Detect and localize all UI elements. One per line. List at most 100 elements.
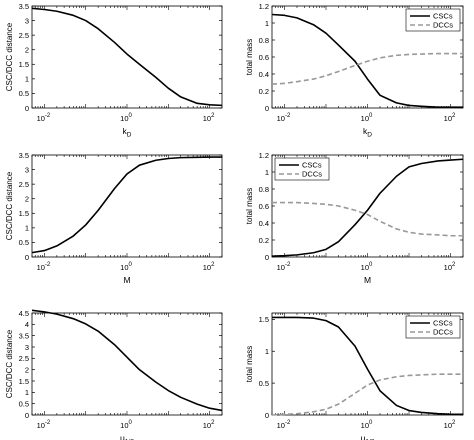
y-tick-label: 1 — [265, 168, 269, 177]
y-tick-label: 0.8 — [259, 36, 269, 45]
series-line-dccs — [271, 52, 463, 85]
x-tick-label: 100 — [120, 420, 132, 430]
y-tick-label: 2 — [25, 365, 29, 374]
y-tick-label: 1 — [25, 75, 29, 84]
y-tick-label: 0.4 — [259, 219, 269, 228]
y-tick-label: 2 — [25, 46, 29, 55]
x-tick-label: 102 — [203, 420, 215, 430]
y-tick-label: 4.5 — [19, 309, 29, 318]
y-tick-label: 4 — [25, 320, 29, 329]
y-tick-label: 0 — [265, 104, 269, 113]
chart-panel-3: 0 0.5 1 1.5 2 2.5 3 3.5 10-2 100 102 M CSC/DCC dista… — [5, 151, 223, 285]
y-tick-label: 1.5 — [19, 60, 29, 69]
y-tick-label: 0.2 — [259, 236, 269, 245]
y-tick-label: 3 — [25, 16, 29, 25]
series-line-cscs — [272, 316, 463, 416]
y-axis-label: total mass — [245, 188, 254, 224]
x-tick-label: 102 — [444, 113, 456, 123]
legend-label: DCCs — [433, 328, 453, 337]
x-tick-label: 102 — [203, 262, 215, 272]
legend-label: DCCs — [433, 21, 453, 30]
y-axis-label: total mass — [245, 346, 254, 382]
y-tick-label: 3 — [25, 165, 29, 174]
x-tick-label: 102 — [444, 420, 456, 430]
y-tick-label: 0 — [265, 253, 269, 262]
x-axis-label: kD — [123, 126, 132, 139]
y-tick-label: 3.5 — [19, 151, 29, 160]
y-tick-label: 0.8 — [259, 185, 269, 194]
y-tick-label: 1 — [265, 19, 269, 28]
legend-label: CSCs — [433, 319, 453, 328]
x-axis-label: M — [123, 275, 130, 285]
y-axis-label: CSC/DCC distance — [5, 171, 14, 240]
y-tick-label: 2.5 — [19, 354, 29, 363]
x-tick-label: 102 — [444, 262, 456, 272]
y-tick-label: 2.5 — [19, 180, 29, 189]
chart-panel-5: 0 0.5 1 1.5 2 2.5 3 3.5 4 4.5 10-2 100 102 μ1/2 CSC/DC… — [5, 309, 223, 440]
y-tick-label: 0.5 — [19, 238, 29, 247]
legend-label: CSCs — [433, 12, 453, 21]
chart-panel-2: 0 0.2 0.4 0.6 0.8 1 1.2 10-2 100 102 kD total mass C… — [245, 2, 464, 139]
y-tick-label: 0.6 — [259, 53, 269, 62]
x-tick-label: 100 — [361, 113, 373, 123]
y-tick-label: 0 — [265, 411, 269, 420]
y-tick-label: 1 — [25, 388, 29, 397]
plot-frame — [31, 5, 223, 109]
y-tick-label: 2.5 — [19, 31, 29, 40]
x-tick-label: 10-2 — [37, 113, 51, 123]
x-tick-label: 10-2 — [37, 420, 51, 430]
series-line-cscs — [271, 13, 463, 108]
x-axis-label: μ1/2 — [120, 433, 134, 440]
legend-label: DCCs — [302, 170, 322, 179]
y-tick-label: 0.2 — [259, 87, 269, 96]
y-tick-label: 0.4 — [259, 70, 269, 79]
x-tick-label: 100 — [361, 262, 373, 272]
y-tick-label: 0.5 — [19, 399, 29, 408]
x-tick-label: 102 — [203, 113, 215, 123]
series-line-distance — [31, 309, 223, 412]
y-tick-label: 0 — [25, 104, 29, 113]
y-axis-label: total mass — [245, 39, 254, 75]
x-tick-label: 10-2 — [277, 420, 291, 430]
y-tick-label: 1 — [25, 224, 29, 233]
legend-label: CSCs — [302, 161, 322, 170]
y-tick-label: 0.5 — [19, 89, 29, 98]
y-tick-label: 1.5 — [19, 209, 29, 218]
y-tick-label: 1.2 — [259, 151, 269, 160]
series-line-dccs — [271, 373, 463, 416]
x-tick-label: 10-2 — [277, 262, 291, 272]
y-tick-label: 3 — [25, 343, 29, 352]
x-axis-label: M — [364, 275, 371, 285]
x-axis-label: kD — [363, 126, 372, 139]
plot-frame — [31, 312, 223, 416]
y-tick-label: 3.5 — [19, 2, 29, 11]
series-line-dccs — [272, 201, 463, 237]
x-axis-label: μ1/2 — [361, 433, 375, 440]
chart-panel-1: 0 0.5 1 1.5 2 2.5 3 3.5 10-2 100 102 kD CSC/DCC dist… — [5, 2, 223, 139]
x-tick-label: 100 — [361, 420, 373, 430]
y-axis-label: CSC/DCC distance — [5, 22, 14, 91]
y-tick-label: 0 — [25, 411, 29, 420]
x-tick-label: 100 — [120, 113, 132, 123]
y-tick-label: 1.5 — [259, 315, 269, 324]
y-tick-label: 0.6 — [259, 202, 269, 211]
x-tick-label: 100 — [120, 262, 132, 272]
x-tick-label: 10-2 — [277, 113, 291, 123]
y-tick-label: 1.2 — [259, 2, 269, 11]
series-line-distance — [31, 156, 222, 254]
y-tick-label: 1.5 — [19, 377, 29, 386]
series-line-distance — [31, 7, 223, 107]
y-tick-label: 1 — [265, 347, 269, 356]
y-tick-label: 3.5 — [19, 331, 29, 340]
plot-frame — [31, 154, 223, 258]
series-line-cscs — [271, 158, 464, 257]
y-tick-label: 0 — [25, 253, 29, 262]
x-tick-label: 10-2 — [37, 262, 51, 272]
y-tick-label: 2 — [25, 195, 29, 204]
